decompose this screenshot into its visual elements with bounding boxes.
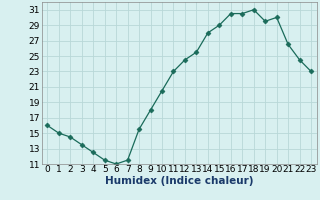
X-axis label: Humidex (Indice chaleur): Humidex (Indice chaleur)	[105, 176, 253, 186]
